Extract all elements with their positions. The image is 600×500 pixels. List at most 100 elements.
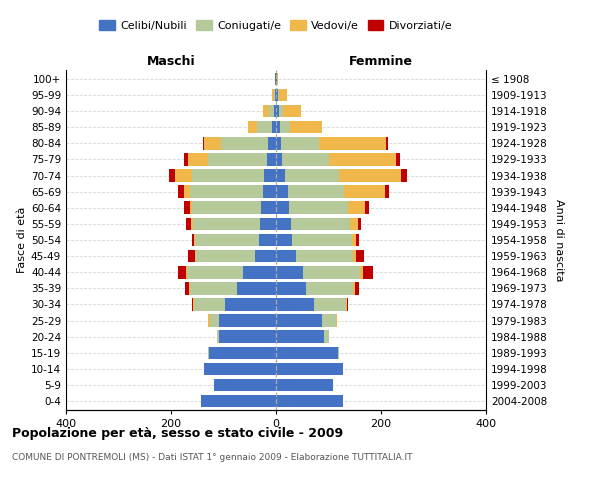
Bar — [194, 298, 224, 310]
Bar — [188, 250, 195, 262]
Bar — [192, 170, 265, 182]
Bar — [191, 218, 193, 230]
Bar — [386, 137, 388, 149]
Bar — [195, 250, 196, 262]
Bar — [289, 202, 348, 214]
Bar — [190, 186, 263, 198]
Bar — [195, 234, 259, 246]
Bar — [276, 395, 343, 407]
Bar — [276, 137, 281, 149]
Bar — [276, 362, 343, 375]
Bar — [274, 88, 275, 102]
Bar — [188, 153, 208, 166]
Bar — [268, 137, 276, 149]
Bar — [280, 121, 290, 134]
Bar — [255, 250, 276, 262]
Bar — [307, 282, 353, 294]
Bar — [385, 186, 389, 198]
Bar — [347, 298, 349, 310]
Bar — [209, 346, 276, 359]
Bar — [338, 346, 339, 359]
Bar — [263, 105, 269, 118]
Text: COMUNE DI PONTREMOLI (MS) - Dati ISTAT 1° gennaio 2009 - Elaborazione TUTTITALIA: COMUNE DI PONTREMOLI (MS) - Dati ISTAT 1… — [12, 452, 413, 462]
Bar — [272, 88, 274, 102]
Bar — [283, 105, 301, 118]
Bar — [365, 202, 369, 214]
Bar — [224, 298, 276, 310]
Bar — [169, 170, 175, 182]
Bar — [339, 170, 401, 182]
Bar — [286, 170, 339, 182]
Bar — [257, 121, 272, 134]
Bar — [187, 266, 244, 278]
Bar — [208, 346, 209, 359]
Bar — [266, 153, 276, 166]
Bar — [217, 330, 220, 343]
Bar — [278, 88, 287, 102]
Text: Femmine: Femmine — [349, 54, 413, 68]
Bar — [276, 378, 332, 392]
Bar — [190, 282, 236, 294]
Bar — [319, 137, 386, 149]
Bar — [353, 282, 355, 294]
Bar — [276, 234, 292, 246]
Bar — [260, 218, 276, 230]
Bar — [278, 105, 283, 118]
Bar — [276, 314, 322, 327]
Bar — [363, 266, 373, 278]
Bar — [355, 282, 359, 294]
Bar — [346, 298, 347, 310]
Bar — [276, 346, 338, 359]
Bar — [283, 153, 329, 166]
Bar — [184, 202, 190, 214]
Bar — [186, 266, 187, 278]
Bar — [265, 170, 276, 182]
Bar — [244, 266, 276, 278]
Bar — [325, 330, 329, 343]
Bar — [175, 170, 192, 182]
Bar — [214, 378, 276, 392]
Bar — [329, 153, 396, 166]
Bar — [276, 153, 283, 166]
Text: Maschi: Maschi — [146, 54, 196, 68]
Bar — [184, 186, 190, 198]
Bar — [178, 186, 184, 198]
Bar — [290, 121, 322, 134]
Bar — [276, 218, 290, 230]
Bar — [262, 202, 276, 214]
Bar — [276, 121, 280, 134]
Y-axis label: Anni di nascita: Anni di nascita — [554, 198, 564, 281]
Bar — [221, 137, 268, 149]
Bar — [202, 395, 276, 407]
Bar — [360, 266, 363, 278]
Bar — [276, 202, 289, 214]
Bar — [220, 314, 276, 327]
Bar — [401, 170, 407, 182]
Bar — [314, 298, 346, 310]
Bar — [259, 234, 276, 246]
Bar — [203, 137, 204, 149]
Bar — [276, 250, 296, 262]
Bar — [344, 186, 385, 198]
Bar — [185, 282, 190, 294]
Bar — [236, 282, 276, 294]
Bar — [353, 250, 356, 262]
Bar — [304, 266, 360, 278]
Bar — [192, 234, 194, 246]
Bar — [210, 314, 220, 327]
Bar — [269, 105, 274, 118]
Text: Popolazione per età, sesso e stato civile - 2009: Popolazione per età, sesso e stato civil… — [12, 428, 343, 440]
Bar — [193, 298, 194, 310]
Bar — [248, 121, 257, 134]
Bar — [274, 105, 276, 118]
Bar — [276, 330, 325, 343]
Bar — [186, 218, 191, 230]
Bar — [263, 186, 276, 198]
Bar — [281, 137, 319, 149]
Bar — [336, 314, 337, 327]
Bar — [272, 121, 276, 134]
Bar — [190, 202, 192, 214]
Bar — [276, 298, 314, 310]
Bar — [192, 298, 193, 310]
Bar — [178, 266, 186, 278]
